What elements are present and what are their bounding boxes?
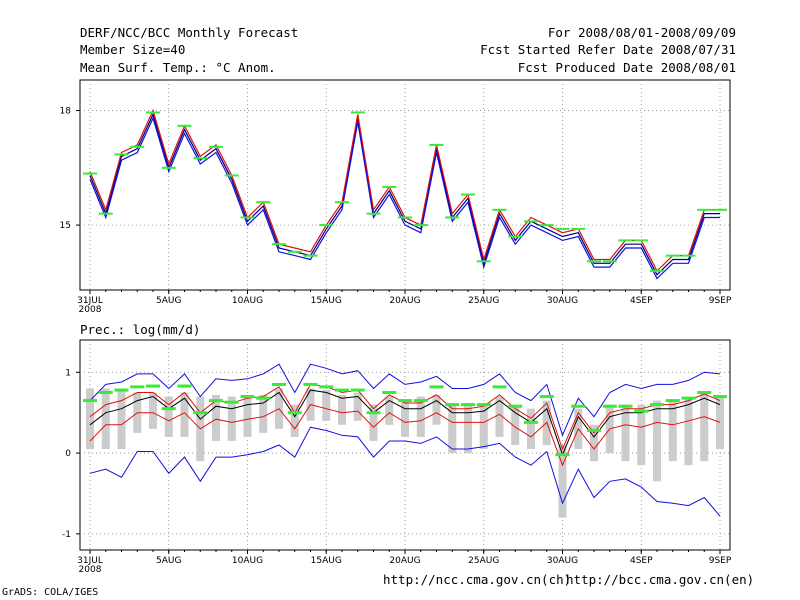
prec-tick-year: 2008 bbox=[79, 565, 102, 575]
prec-spread-bar bbox=[558, 445, 567, 518]
prec-spread-bar bbox=[259, 394, 268, 433]
prec-tick-label: 0 bbox=[65, 449, 71, 459]
prec-spread-bar bbox=[401, 400, 409, 437]
prec-spread-bar bbox=[479, 403, 488, 450]
url-english[interactable]: http://bcc.cma.gov.cn(en) bbox=[566, 572, 755, 587]
member-size: Member Size=40 bbox=[80, 42, 186, 57]
prec-spread-bar bbox=[495, 396, 504, 437]
temp-series-ensemble-members bbox=[89, 112, 720, 276]
chart-title: DERF/NCC/BCC Monthly Forecast bbox=[80, 25, 299, 40]
prec-series-ensemble-upper bbox=[89, 383, 721, 451]
prec-spread-bar bbox=[322, 390, 331, 421]
temp-tick-label: 15 bbox=[60, 221, 71, 231]
prec-spread-bar bbox=[464, 404, 472, 454]
temp-tick-label: 4SEP bbox=[630, 296, 653, 306]
prec-spread-bar bbox=[86, 388, 94, 450]
prec-spread-bar bbox=[212, 394, 220, 441]
url-chinese[interactable]: http://ncc.cma.gov.cn(ch) bbox=[383, 572, 572, 587]
precip-label: Prec.: log(mm/d) bbox=[80, 322, 201, 337]
temp-tick-year: 2008 bbox=[79, 305, 102, 315]
temp-tick-label: 5AUG bbox=[156, 296, 181, 306]
prec-tick-label: 15AUG bbox=[311, 556, 342, 566]
prec-spread-bar bbox=[653, 400, 661, 482]
prec-tick-label: 10AUG bbox=[232, 556, 263, 566]
prec-spread-bar bbox=[700, 392, 709, 462]
prec-spread-bar bbox=[369, 404, 378, 441]
prec-spread-bar bbox=[338, 394, 346, 425]
prec-spread-bar bbox=[621, 404, 630, 462]
prec-spread-bar bbox=[149, 392, 157, 429]
temp-tick-label: 31JUL bbox=[77, 296, 103, 306]
temp-tick-label: 15AUG bbox=[311, 296, 342, 306]
prec-spread-bar bbox=[684, 396, 693, 466]
prec-spread-bar bbox=[590, 424, 598, 462]
prec-spread-bar bbox=[180, 392, 189, 437]
forecast-period: For 2008/08/01-2008/09/09 bbox=[547, 25, 736, 40]
prec-spread-bar bbox=[101, 388, 110, 450]
prec-tick-label: -1 bbox=[62, 530, 71, 540]
prec-series-max bbox=[89, 363, 721, 437]
prec-spread-bar bbox=[290, 404, 299, 437]
temp-tick-label: 9SEP bbox=[709, 296, 732, 306]
temp-tick-label: 10AUG bbox=[232, 296, 263, 306]
prec-series-ensemble-lower bbox=[89, 404, 721, 467]
prec-spread-bar bbox=[637, 404, 646, 466]
prec-spread-bar bbox=[164, 396, 173, 437]
forecast-produced-date: Fcst Produced Date 2008/08/01 bbox=[517, 60, 736, 75]
temp-tick-label: 30AUG bbox=[547, 296, 578, 306]
prec-spread-bar bbox=[432, 394, 441, 425]
prec-spread-bar bbox=[511, 404, 520, 445]
prec-tick-label: 4SEP bbox=[630, 556, 653, 566]
prec-spread-bar bbox=[416, 396, 425, 437]
prec-spread-bar bbox=[385, 396, 394, 425]
temp-tick-label: 18 bbox=[60, 107, 72, 117]
prec-spread-bar bbox=[117, 388, 126, 450]
prec-tick-label: 30AUG bbox=[547, 556, 578, 566]
prec-spread-bar bbox=[227, 396, 236, 441]
prec-tick-label: 9SEP bbox=[709, 556, 732, 566]
prec-tick-label: 5AUG bbox=[156, 556, 181, 566]
temp-tick-label: 25AUG bbox=[468, 296, 499, 306]
prec-spread-bar bbox=[668, 400, 677, 462]
temp-tick-label: 20AUG bbox=[389, 296, 420, 306]
prec-tick-label: 1 bbox=[65, 368, 71, 378]
prec-spread-bar bbox=[243, 394, 252, 437]
prec-spread-bar bbox=[716, 396, 724, 450]
prec-tick-label: 31JUL bbox=[77, 556, 103, 566]
prec-spread-bar bbox=[527, 408, 535, 450]
prec-tick-label: 25AUG bbox=[468, 556, 499, 566]
prec-series-min bbox=[89, 426, 721, 517]
software-credit: GrADS: COLA/IGES bbox=[2, 587, 99, 598]
prec-spread-bar bbox=[353, 392, 362, 421]
forecast-start-date: Fcst Started Refer Date 2008/07/31 bbox=[480, 42, 736, 57]
prec-spread-bar bbox=[448, 404, 457, 454]
variable-label: Mean Surf. Temp.: °C Anom. bbox=[80, 60, 276, 75]
prec-tick-label: 20AUG bbox=[389, 556, 420, 566]
